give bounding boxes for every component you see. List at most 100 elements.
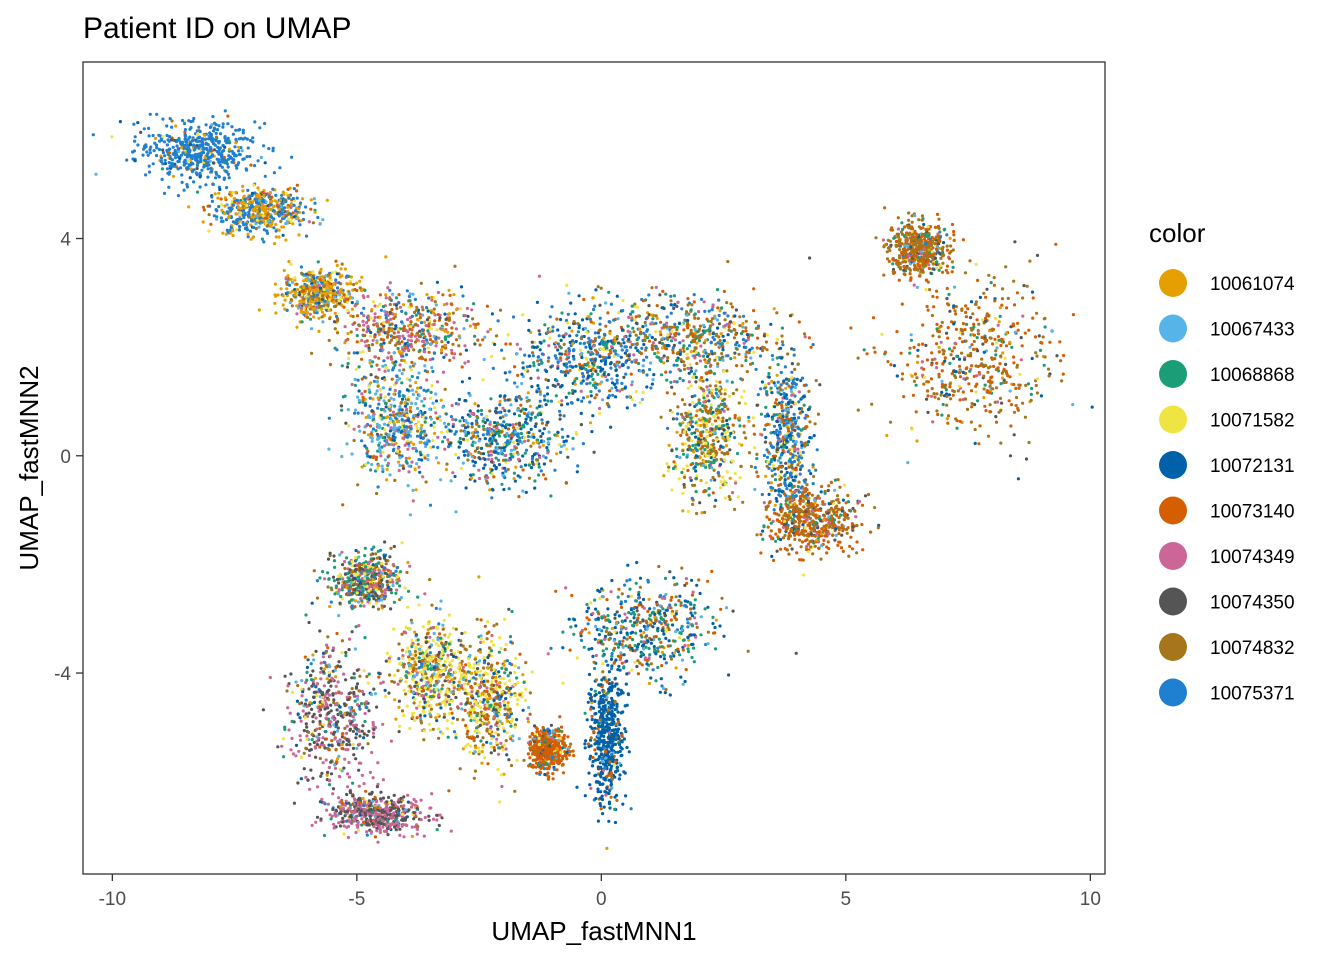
data-point	[453, 474, 457, 479]
data-point	[785, 445, 789, 450]
data-point	[653, 338, 657, 342]
data-point	[386, 368, 391, 373]
data-point	[133, 139, 137, 143]
data-point	[621, 338, 625, 342]
data-point	[513, 365, 517, 369]
data-point	[370, 409, 374, 413]
data-point	[730, 491, 735, 495]
data-point	[394, 312, 398, 316]
data-point	[345, 365, 350, 369]
data-point	[408, 365, 412, 369]
data-point	[325, 288, 329, 292]
data-point	[699, 447, 703, 451]
data-point	[217, 124, 221, 128]
data-point	[752, 432, 757, 436]
data-point	[398, 350, 402, 354]
data-point	[707, 388, 711, 392]
data-point	[476, 404, 480, 408]
data-point	[252, 183, 256, 187]
data-point	[558, 413, 562, 417]
data-point	[493, 450, 497, 454]
data-point	[740, 443, 744, 447]
data-point	[563, 352, 568, 356]
data-point	[559, 346, 563, 350]
data-point	[744, 345, 748, 349]
data-point	[391, 312, 395, 316]
data-point	[347, 424, 351, 428]
data-point	[737, 352, 741, 356]
data-point	[416, 386, 420, 390]
data-point	[181, 151, 185, 155]
data-point	[366, 324, 370, 328]
data-point	[457, 397, 461, 402]
data-point	[281, 214, 285, 218]
data-point	[553, 354, 557, 358]
data-point	[376, 376, 380, 380]
data-point	[185, 183, 189, 187]
data-point	[305, 286, 309, 290]
data-point	[386, 423, 390, 427]
data-point	[473, 449, 477, 453]
data-point	[388, 323, 392, 327]
data-point	[667, 465, 671, 469]
data-point	[727, 325, 731, 329]
data-point	[588, 339, 592, 343]
data-point	[419, 431, 423, 435]
data-point	[376, 449, 380, 453]
data-point	[170, 125, 174, 129]
data-point	[670, 488, 674, 492]
data-point	[488, 444, 492, 448]
data-point	[607, 290, 611, 294]
data-point	[585, 331, 589, 335]
data-point	[687, 380, 691, 384]
data-point	[638, 327, 642, 331]
data-point	[290, 304, 294, 308]
data-point	[634, 333, 638, 337]
data-point	[709, 363, 713, 367]
data-point	[231, 132, 235, 136]
data-point	[444, 322, 448, 326]
data-point	[723, 496, 728, 500]
data-point	[311, 270, 315, 274]
data-point	[197, 135, 201, 139]
data-point	[428, 358, 432, 362]
data-point	[519, 403, 523, 407]
data-point	[505, 423, 509, 427]
data-point	[538, 390, 542, 394]
data-point	[436, 461, 441, 465]
data-point	[370, 439, 374, 443]
data-point	[278, 166, 282, 170]
data-point	[224, 169, 228, 173]
data-point	[382, 341, 386, 345]
data-point	[597, 329, 601, 333]
data-point	[220, 203, 224, 207]
data-point	[371, 300, 375, 304]
data-point	[424, 480, 428, 484]
data-point	[314, 308, 318, 312]
data-point	[285, 287, 289, 291]
data-point	[473, 334, 477, 338]
data-point	[237, 228, 241, 232]
data-point	[318, 271, 322, 275]
data-point	[702, 300, 706, 304]
data-point	[326, 291, 330, 295]
data-point	[279, 287, 283, 291]
data-point	[523, 451, 527, 455]
data-point	[504, 413, 508, 417]
data-point	[458, 419, 462, 423]
data-point	[435, 380, 440, 384]
data-point	[497, 463, 502, 467]
data-point	[815, 448, 819, 452]
data-point	[225, 186, 229, 190]
data-point	[778, 477, 782, 482]
data-point	[441, 440, 445, 444]
data-point	[465, 318, 469, 322]
data-point	[386, 461, 390, 465]
data-point	[620, 363, 625, 368]
data-point	[357, 424, 361, 429]
data-point	[210, 199, 214, 203]
data-point	[237, 145, 241, 149]
data-point	[463, 314, 467, 318]
data-point	[704, 465, 708, 469]
data-point	[281, 233, 285, 237]
